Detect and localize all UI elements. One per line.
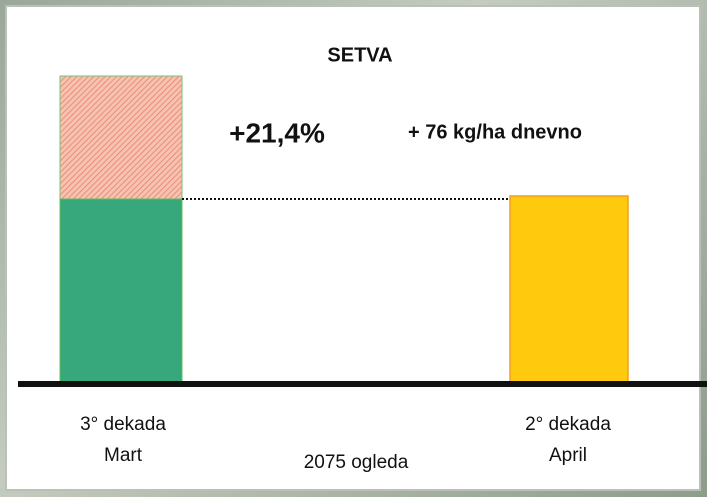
title: SETVA	[327, 44, 392, 66]
increase-segment	[59, 75, 183, 200]
group-label: 2° dekada	[525, 414, 611, 435]
group-label: April	[549, 445, 587, 466]
group-label: Mart	[104, 445, 143, 466]
note: 2075 ogleda	[304, 452, 409, 473]
april-bar	[509, 195, 629, 385]
group-label: 3° dekada	[80, 414, 166, 435]
mart-bar	[59, 198, 183, 385]
percent-annotation: +21,4%	[229, 117, 325, 148]
rate-annotation: + 76 kg/ha dnevno	[408, 121, 582, 143]
